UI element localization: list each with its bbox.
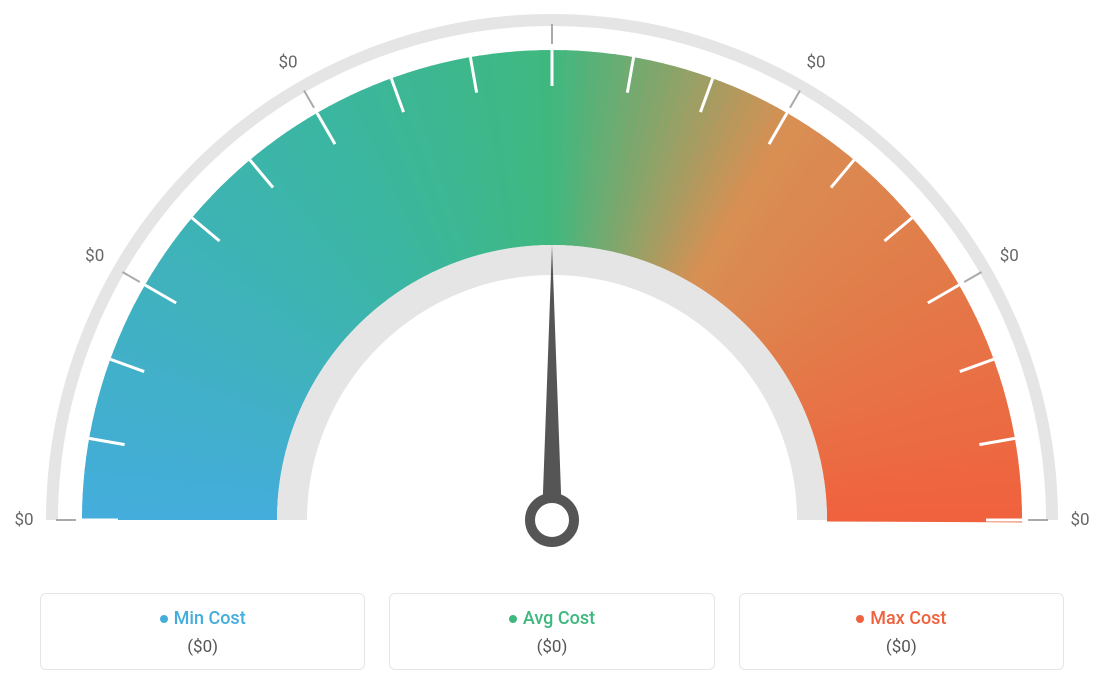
legend-card-avg: Avg Cost ($0) [389, 593, 714, 670]
legend-value-max: ($0) [750, 637, 1053, 657]
legend-value-min: ($0) [51, 637, 354, 657]
scale-label: $0 [1070, 510, 1089, 530]
gauge-svg: $0 $0 $0 $0 $0 $0 $0 [0, 0, 1104, 560]
scale-label: $0 [806, 53, 825, 73]
legend-label-avg: Avg Cost [400, 608, 703, 629]
legend-label-min: Min Cost [51, 608, 354, 629]
scale-label: $0 [85, 246, 104, 266]
legend-card-max: Max Cost ($0) [739, 593, 1064, 670]
gauge-cost-chart: $0 $0 $0 $0 $0 $0 $0 Min Cost ($0) Avg Cost ($… [0, 0, 1104, 690]
gauge-area: $0 $0 $0 $0 $0 $0 $0 [0, 0, 1104, 560]
gauge-needle [542, 245, 562, 520]
scale-label: $0 [14, 510, 33, 530]
legend-text-avg: Avg Cost [523, 608, 595, 629]
scale-label: $0 [278, 53, 297, 73]
legend-text-min: Min Cost [174, 608, 246, 629]
legend-text-max: Max Cost [870, 608, 946, 629]
scale-label: $0 [1000, 246, 1019, 266]
legend-dot-avg [509, 615, 517, 623]
gauge-needle-base [530, 498, 574, 542]
legend-label-max: Max Cost [750, 608, 1053, 629]
scale-label: $0 [542, 0, 561, 2]
legend-row: Min Cost ($0) Avg Cost ($0) Max Cost ($0… [40, 593, 1064, 670]
legend-value-avg: ($0) [400, 637, 703, 657]
legend-card-min: Min Cost ($0) [40, 593, 365, 670]
legend-dot-min [160, 615, 168, 623]
legend-dot-max [856, 615, 864, 623]
